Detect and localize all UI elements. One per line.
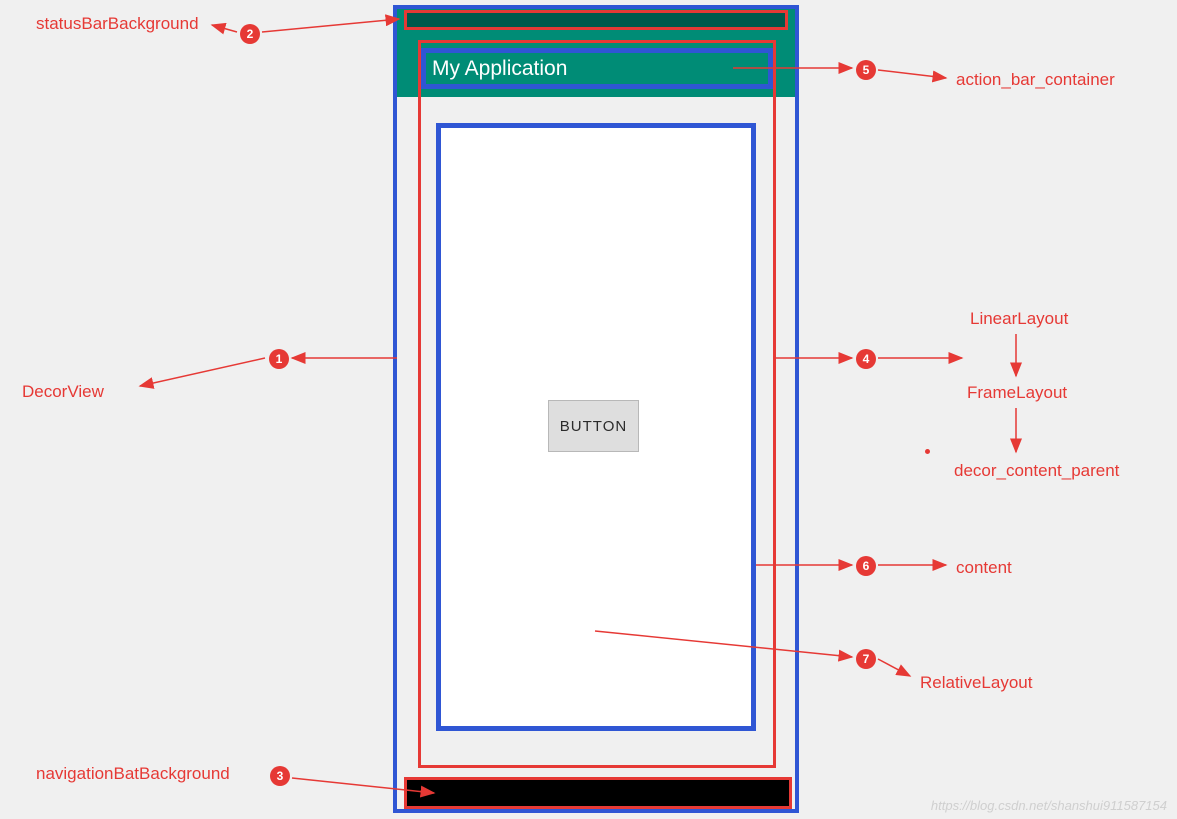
button[interactable]: BUTTON	[548, 400, 639, 452]
badge-1: 1	[269, 349, 289, 369]
status-bar-background	[404, 10, 788, 30]
label-linearlayout: LinearLayout	[970, 309, 1068, 329]
label-content: content	[956, 558, 1012, 578]
watermark: https://blog.csdn.net/shanshui911587154	[931, 798, 1167, 813]
badge-4: 4	[856, 349, 876, 369]
label-decorcontentparent: decor_content_parent	[954, 461, 1119, 481]
action-bar-container: My Application	[421, 48, 773, 89]
label-actionbar: action_bar_container	[956, 70, 1115, 90]
badge-6: 6	[856, 556, 876, 576]
label-statusbar: statusBarBackground	[36, 14, 199, 34]
label-navbar: navigationBatBackground	[36, 764, 230, 784]
button-label: BUTTON	[560, 418, 627, 435]
label-decorview: DecorView	[22, 382, 104, 402]
badge-7: 7	[856, 649, 876, 669]
label-framelayout: FrameLayout	[967, 383, 1067, 403]
badge-2: 2	[240, 24, 260, 44]
stray-dot	[925, 449, 930, 454]
badge-5: 5	[856, 60, 876, 80]
action-bar-title: My Application	[432, 57, 567, 81]
badge-3: 3	[270, 766, 290, 786]
label-relativelayout: RelativeLayout	[920, 673, 1032, 693]
navigation-bar-background	[404, 777, 792, 809]
